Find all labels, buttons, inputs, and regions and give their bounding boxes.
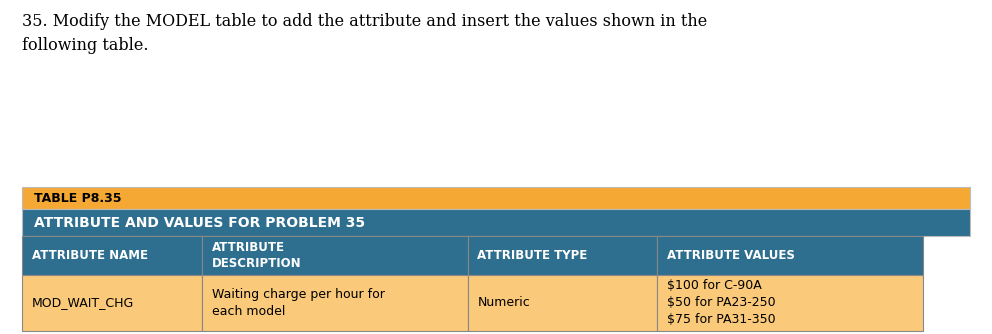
Text: ATTRIBUTE VALUES: ATTRIBUTE VALUES xyxy=(668,249,795,262)
Bar xyxy=(467,275,658,331)
Text: Numeric: Numeric xyxy=(477,296,530,309)
Bar xyxy=(22,275,202,331)
Text: ATTRIBUTE AND VALUES FOR PROBLEM 35: ATTRIBUTE AND VALUES FOR PROBLEM 35 xyxy=(34,215,365,229)
Bar xyxy=(22,209,970,236)
Bar xyxy=(22,187,970,209)
Bar xyxy=(658,236,923,275)
Text: ATTRIBUTE NAME: ATTRIBUTE NAME xyxy=(32,249,148,262)
Bar xyxy=(202,275,467,331)
Text: $100 for C-90A
$50 for PA23-250
$75 for PA31-350: $100 for C-90A $50 for PA23-250 $75 for … xyxy=(668,279,776,326)
Text: ATTRIBUTE
DESCRIPTION: ATTRIBUTE DESCRIPTION xyxy=(212,241,302,270)
Text: Waiting charge per hour for
each model: Waiting charge per hour for each model xyxy=(212,288,385,318)
Bar xyxy=(467,236,658,275)
Text: MOD_WAIT_CHG: MOD_WAIT_CHG xyxy=(32,296,134,309)
Text: 35. Modify the MODEL table to add the attribute and insert the values shown in t: 35. Modify the MODEL table to add the at… xyxy=(22,13,707,54)
Bar xyxy=(202,236,467,275)
Text: TABLE P8.35: TABLE P8.35 xyxy=(34,192,121,205)
Bar xyxy=(22,236,202,275)
Bar xyxy=(658,275,923,331)
Text: ATTRIBUTE TYPE: ATTRIBUTE TYPE xyxy=(477,249,587,262)
